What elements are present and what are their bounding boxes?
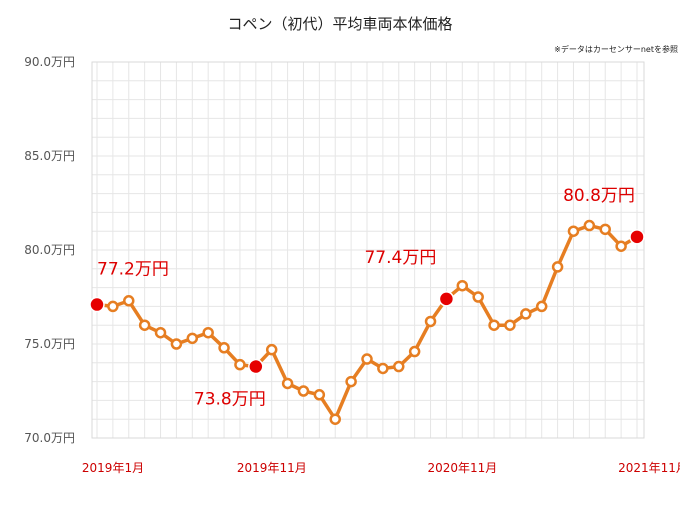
data-point [424,315,437,328]
data-point [154,326,167,339]
data-point [297,385,310,397]
data-point [107,300,119,313]
x-tick-label: 2019年11月 [237,461,307,475]
highlight-point [438,291,455,307]
value-annotation: 73.8万円 [194,390,266,410]
y-tick-label: 85.0万円 [24,149,75,163]
x-tick-label: 2020年11月 [428,461,498,475]
grid [92,61,644,439]
data-point [123,295,135,307]
value-annotation: 80.8万円 [563,186,635,206]
y-tick-label: 70.0万円 [24,431,75,445]
data-point [535,300,548,313]
value-annotation: 77.4万円 [364,248,436,268]
y-tick-label: 80.0万円 [24,243,75,257]
data-point [313,389,326,401]
data-point [202,326,214,339]
data-point [281,377,294,390]
chart-title: コペン（初代）平均車両本体価格 [227,15,452,33]
data-point [567,225,580,237]
data-points [89,219,645,425]
value-annotation: 77.2万円 [97,260,169,280]
data-point [551,261,564,273]
data-point [615,240,627,252]
data-point [377,362,389,375]
data-point [345,375,357,388]
data-point [329,413,341,425]
annotations: 77.2万円 73.8万円 77.4万円 80.8万円 [97,186,635,410]
data-point [186,332,199,345]
data-point [138,319,151,331]
data-point [599,223,611,236]
x-tick-label: 2019年1月 [82,461,144,475]
source-note: ※データはカーセンサーnetを参照 [554,44,678,54]
y-axis-ticks: 90.0万円 85.0万円 80.0万円 75.0万円 70.0万円 [24,55,75,445]
data-point [504,319,516,331]
data-point [456,279,469,292]
y-tick-label: 75.0万円 [24,337,75,351]
data-point [218,342,230,354]
highlight-point [629,229,645,245]
data-point [520,308,532,320]
data-point [472,291,484,303]
highlight-point [89,296,105,313]
data-point [408,345,421,358]
data-point [234,358,246,371]
data-point [361,353,373,365]
highlight-point [248,358,264,375]
data-point [393,360,405,373]
x-axis-ticks: 2019年1月 2019年11月 2020年11月 2021年11月 [82,461,680,475]
y-tick-label: 90.0万円 [24,55,75,69]
data-point [488,319,500,331]
data-point [583,219,596,232]
data-point [170,338,183,350]
x-tick-label: 2021年11月 [618,461,680,475]
plot-frame [91,61,645,439]
data-point [265,343,278,356]
